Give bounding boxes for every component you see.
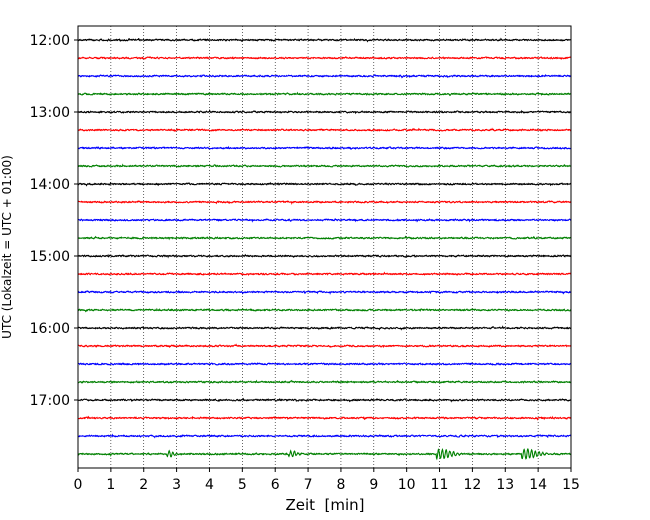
x-tick-label: 2: [139, 477, 148, 493]
y-tick-label: 13:00: [30, 105, 70, 121]
seismic-trace: [77, 433, 572, 439]
x-tick-label: 12: [463, 477, 481, 493]
x-tick-label: 9: [369, 477, 378, 493]
seismic-trace: [78, 127, 572, 133]
seismic-trace: [77, 56, 572, 60]
seismic-trace: [77, 235, 572, 241]
seismic-trace: [77, 109, 572, 115]
seismic-trace: [77, 397, 572, 403]
x-tick-label: 8: [336, 477, 345, 493]
x-tick-label: 3: [172, 477, 181, 493]
seismic-trace: [77, 181, 572, 187]
seismic-trace: [77, 74, 572, 79]
seismic-trace: [77, 253, 572, 259]
seismic-trace: [77, 307, 572, 313]
x-tick-label: 7: [304, 477, 313, 493]
seismic-trace: [77, 289, 572, 295]
x-axis-title: Zeit [min]: [285, 496, 364, 514]
x-tick-label: 0: [74, 477, 83, 493]
y-tick-label: 15:00: [30, 249, 70, 265]
seismic-trace: [77, 362, 572, 366]
seismic-trace: [77, 343, 572, 349]
x-tick-label: 6: [271, 477, 280, 493]
seismic-trace: [77, 415, 572, 421]
y-tick-label: 17:00: [30, 393, 70, 409]
x-tick-label: 15: [562, 477, 580, 493]
y-tick-label: 12:00: [30, 33, 70, 49]
y-axis-title: UTC (Lokalzeit = UTC + 01:00): [0, 155, 14, 339]
seismic-trace: [77, 200, 572, 205]
x-tick-label: 11: [431, 477, 449, 493]
seismic-trace: [77, 325, 572, 331]
seismic-trace: [77, 163, 572, 168]
seismic-trace: [77, 448, 572, 461]
grid-layer: [110, 26, 539, 468]
x-tick-label: 14: [529, 477, 547, 493]
x-tick-label: 13: [496, 477, 514, 493]
seismic-trace: [77, 37, 572, 43]
y-axis: 12:00 13:00 14:00 15:00 16:00 17:00: [30, 33, 78, 409]
plot-frame: [77, 25, 572, 469]
seismic-trace: [77, 145, 572, 150]
x-tick-label: 1: [106, 477, 115, 493]
x-tick-label: 10: [398, 477, 416, 493]
y-tick-label: 14:00: [30, 177, 70, 193]
x-tick-label: 5: [238, 477, 247, 493]
seismic-trace: [77, 379, 572, 384]
seismic-trace: [77, 218, 572, 223]
y-tick-label: 16:00: [30, 321, 70, 337]
trace-layer: [77, 37, 572, 461]
x-axis: 0 1 2 3 4 5 6 7 8 9 10 11 12 13 14 15: [74, 468, 580, 493]
seismic-trace: [77, 271, 572, 277]
seismic-trace: [77, 91, 572, 97]
x-tick-label: 4: [205, 477, 214, 493]
